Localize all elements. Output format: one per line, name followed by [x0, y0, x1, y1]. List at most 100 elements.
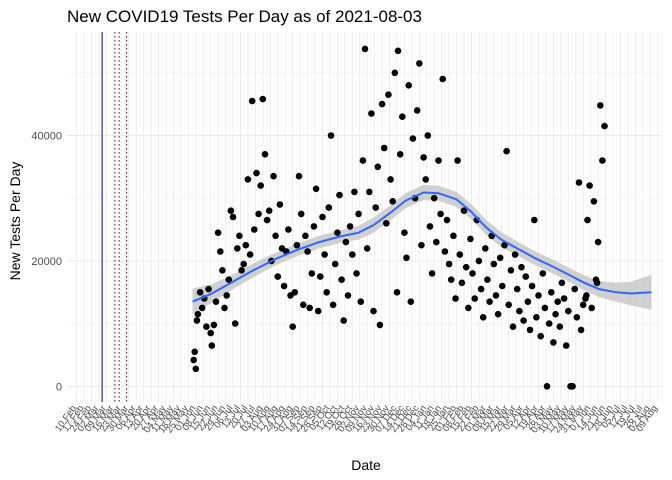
data-point [599, 157, 606, 164]
data-point [584, 216, 591, 224]
data-point [503, 147, 510, 155]
data-point [586, 182, 593, 189]
data-point [435, 157, 442, 164]
data-point [556, 323, 564, 331]
data-point [257, 182, 265, 189]
data-point [383, 220, 390, 227]
data-point [212, 298, 220, 306]
data-point [450, 232, 457, 240]
x-axis-title: Date [351, 457, 381, 473]
data-point [276, 201, 284, 208]
data-point [253, 169, 260, 177]
data-point [359, 157, 367, 164]
data-point [291, 289, 299, 296]
data-point [407, 298, 415, 306]
data-point [225, 276, 233, 284]
data-point [471, 295, 479, 302]
data-point [424, 132, 432, 139]
data-point [314, 307, 322, 315]
y-tick-label: 40000 [31, 130, 62, 142]
data-point [433, 238, 440, 246]
data-point [465, 304, 472, 312]
data-point [391, 69, 399, 77]
data-point [306, 304, 314, 312]
data-point [409, 135, 417, 142]
data-point [240, 260, 247, 268]
data-point [516, 307, 523, 315]
data-point [238, 267, 245, 274]
data-point [295, 172, 303, 180]
data-point [571, 285, 578, 293]
data-point [251, 226, 258, 233]
data-point [416, 60, 423, 67]
data-point [255, 210, 262, 218]
data-point [329, 301, 337, 309]
data-point [274, 273, 282, 280]
y-tick-label: 0 [56, 381, 62, 393]
data-point [394, 47, 402, 55]
data-point [190, 356, 197, 364]
data-point [441, 248, 449, 255]
data-point [344, 292, 352, 299]
data-point [385, 91, 392, 98]
data-point [484, 276, 491, 284]
data-point [304, 248, 311, 255]
reference-lines [101, 32, 128, 402]
data-point [349, 251, 356, 258]
data-point [460, 207, 468, 214]
data-point [325, 204, 333, 211]
data-point [387, 176, 394, 183]
data-point [565, 307, 572, 315]
data-point [452, 295, 459, 302]
data-point [265, 207, 273, 214]
data-point [246, 251, 254, 258]
data-point [210, 321, 218, 329]
data-point [234, 245, 241, 252]
data-point [368, 110, 375, 117]
data-point [317, 273, 324, 280]
data-point [593, 279, 601, 287]
data-point [259, 95, 267, 103]
data-point [399, 113, 406, 120]
data-point [231, 320, 239, 327]
data-point [477, 285, 485, 293]
data-point [579, 301, 587, 309]
data-point [575, 179, 583, 186]
data-point [194, 310, 202, 318]
data-point [562, 342, 570, 349]
data-point [518, 263, 525, 271]
data-point [437, 210, 444, 218]
data-point [221, 304, 228, 312]
data-point [458, 279, 466, 287]
data-point [594, 238, 602, 246]
data-point [351, 188, 358, 196]
data-point [541, 304, 549, 312]
data-point [321, 251, 328, 258]
data-point [413, 107, 421, 114]
data-point [554, 298, 561, 306]
data-point [380, 144, 388, 152]
data-point [334, 229, 341, 236]
data-point [297, 210, 305, 218]
y-tick-label: 20000 [31, 256, 62, 268]
data-point [543, 383, 551, 390]
data-point [205, 285, 212, 293]
data-point [261, 151, 269, 158]
data-point [374, 163, 382, 171]
data-point [526, 326, 534, 334]
data-point [509, 323, 517, 331]
data-point [499, 282, 506, 290]
data-point [430, 194, 438, 202]
data-point [479, 314, 487, 321]
data-point [270, 172, 277, 180]
data-point [583, 292, 590, 299]
data-point [533, 314, 540, 321]
data-point [520, 317, 527, 324]
data-point [420, 154, 427, 161]
smooth-trend-line [192, 191, 652, 303]
data-point [208, 342, 216, 349]
data-point [340, 317, 348, 324]
data-point [192, 365, 200, 373]
data-point [302, 232, 309, 240]
